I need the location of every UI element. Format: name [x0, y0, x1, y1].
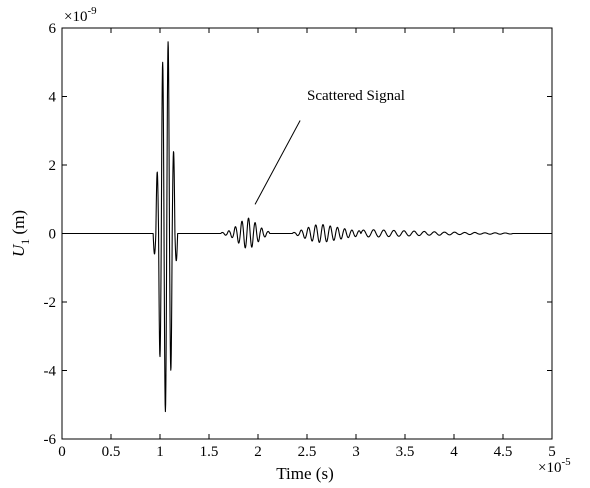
- y-tick-label: 2: [49, 158, 57, 174]
- y-tick-label: -4: [44, 364, 57, 380]
- x-tick-label: 2.5: [298, 444, 317, 460]
- y-tick-label: 4: [49, 90, 57, 106]
- annotation-scattered-signal: Scattered Signal: [307, 88, 405, 104]
- x-multiplier: ×10-5: [538, 456, 571, 476]
- series-line: [61, 41, 553, 413]
- x-tick-label: 2: [254, 444, 262, 460]
- tick-marks: [61, 27, 553, 440]
- y-tick-label: -2: [44, 295, 57, 311]
- x-axis-label: Time (s): [276, 464, 333, 483]
- annotation-pointer: [254, 120, 301, 205]
- x-tick-label: 3.5: [396, 444, 415, 460]
- y-multiplier-exponent: -9: [87, 5, 97, 17]
- x-tick-label: 5: [548, 444, 556, 460]
- y-tick-label: -6: [44, 432, 57, 448]
- y-multiplier: ×10-9: [64, 5, 97, 25]
- y-axis-label-symbol: U: [9, 243, 28, 257]
- x-tick-label: 4.5: [494, 444, 513, 460]
- y-tick-label: 6: [49, 21, 57, 37]
- y-axis-label-subscript: 1: [18, 239, 32, 245]
- x-tick-labels: 0 0.5 1 1.5 2 2.5 3 3.5 4 4.5 5: [58, 444, 556, 460]
- y-axis-label: U1 (m): [9, 210, 32, 257]
- x-tick-label: 0.5: [102, 444, 121, 460]
- y-axis-label-unit: (m): [9, 210, 28, 239]
- x-multiplier-base: ×10: [538, 460, 561, 476]
- x-tick-label: 1: [156, 444, 164, 460]
- y-tick-labels: -6 -4 -2 0 2 4 6: [44, 21, 57, 448]
- x-tick-label: 0: [58, 444, 66, 460]
- y-tick-label: 0: [49, 227, 57, 243]
- x-tick-label: 3: [352, 444, 360, 460]
- y-multiplier-base: ×10: [64, 9, 87, 25]
- x-tick-label: 1.5: [200, 444, 219, 460]
- x-tick-label: 4: [450, 444, 458, 460]
- x-multiplier-exponent: -5: [561, 456, 571, 468]
